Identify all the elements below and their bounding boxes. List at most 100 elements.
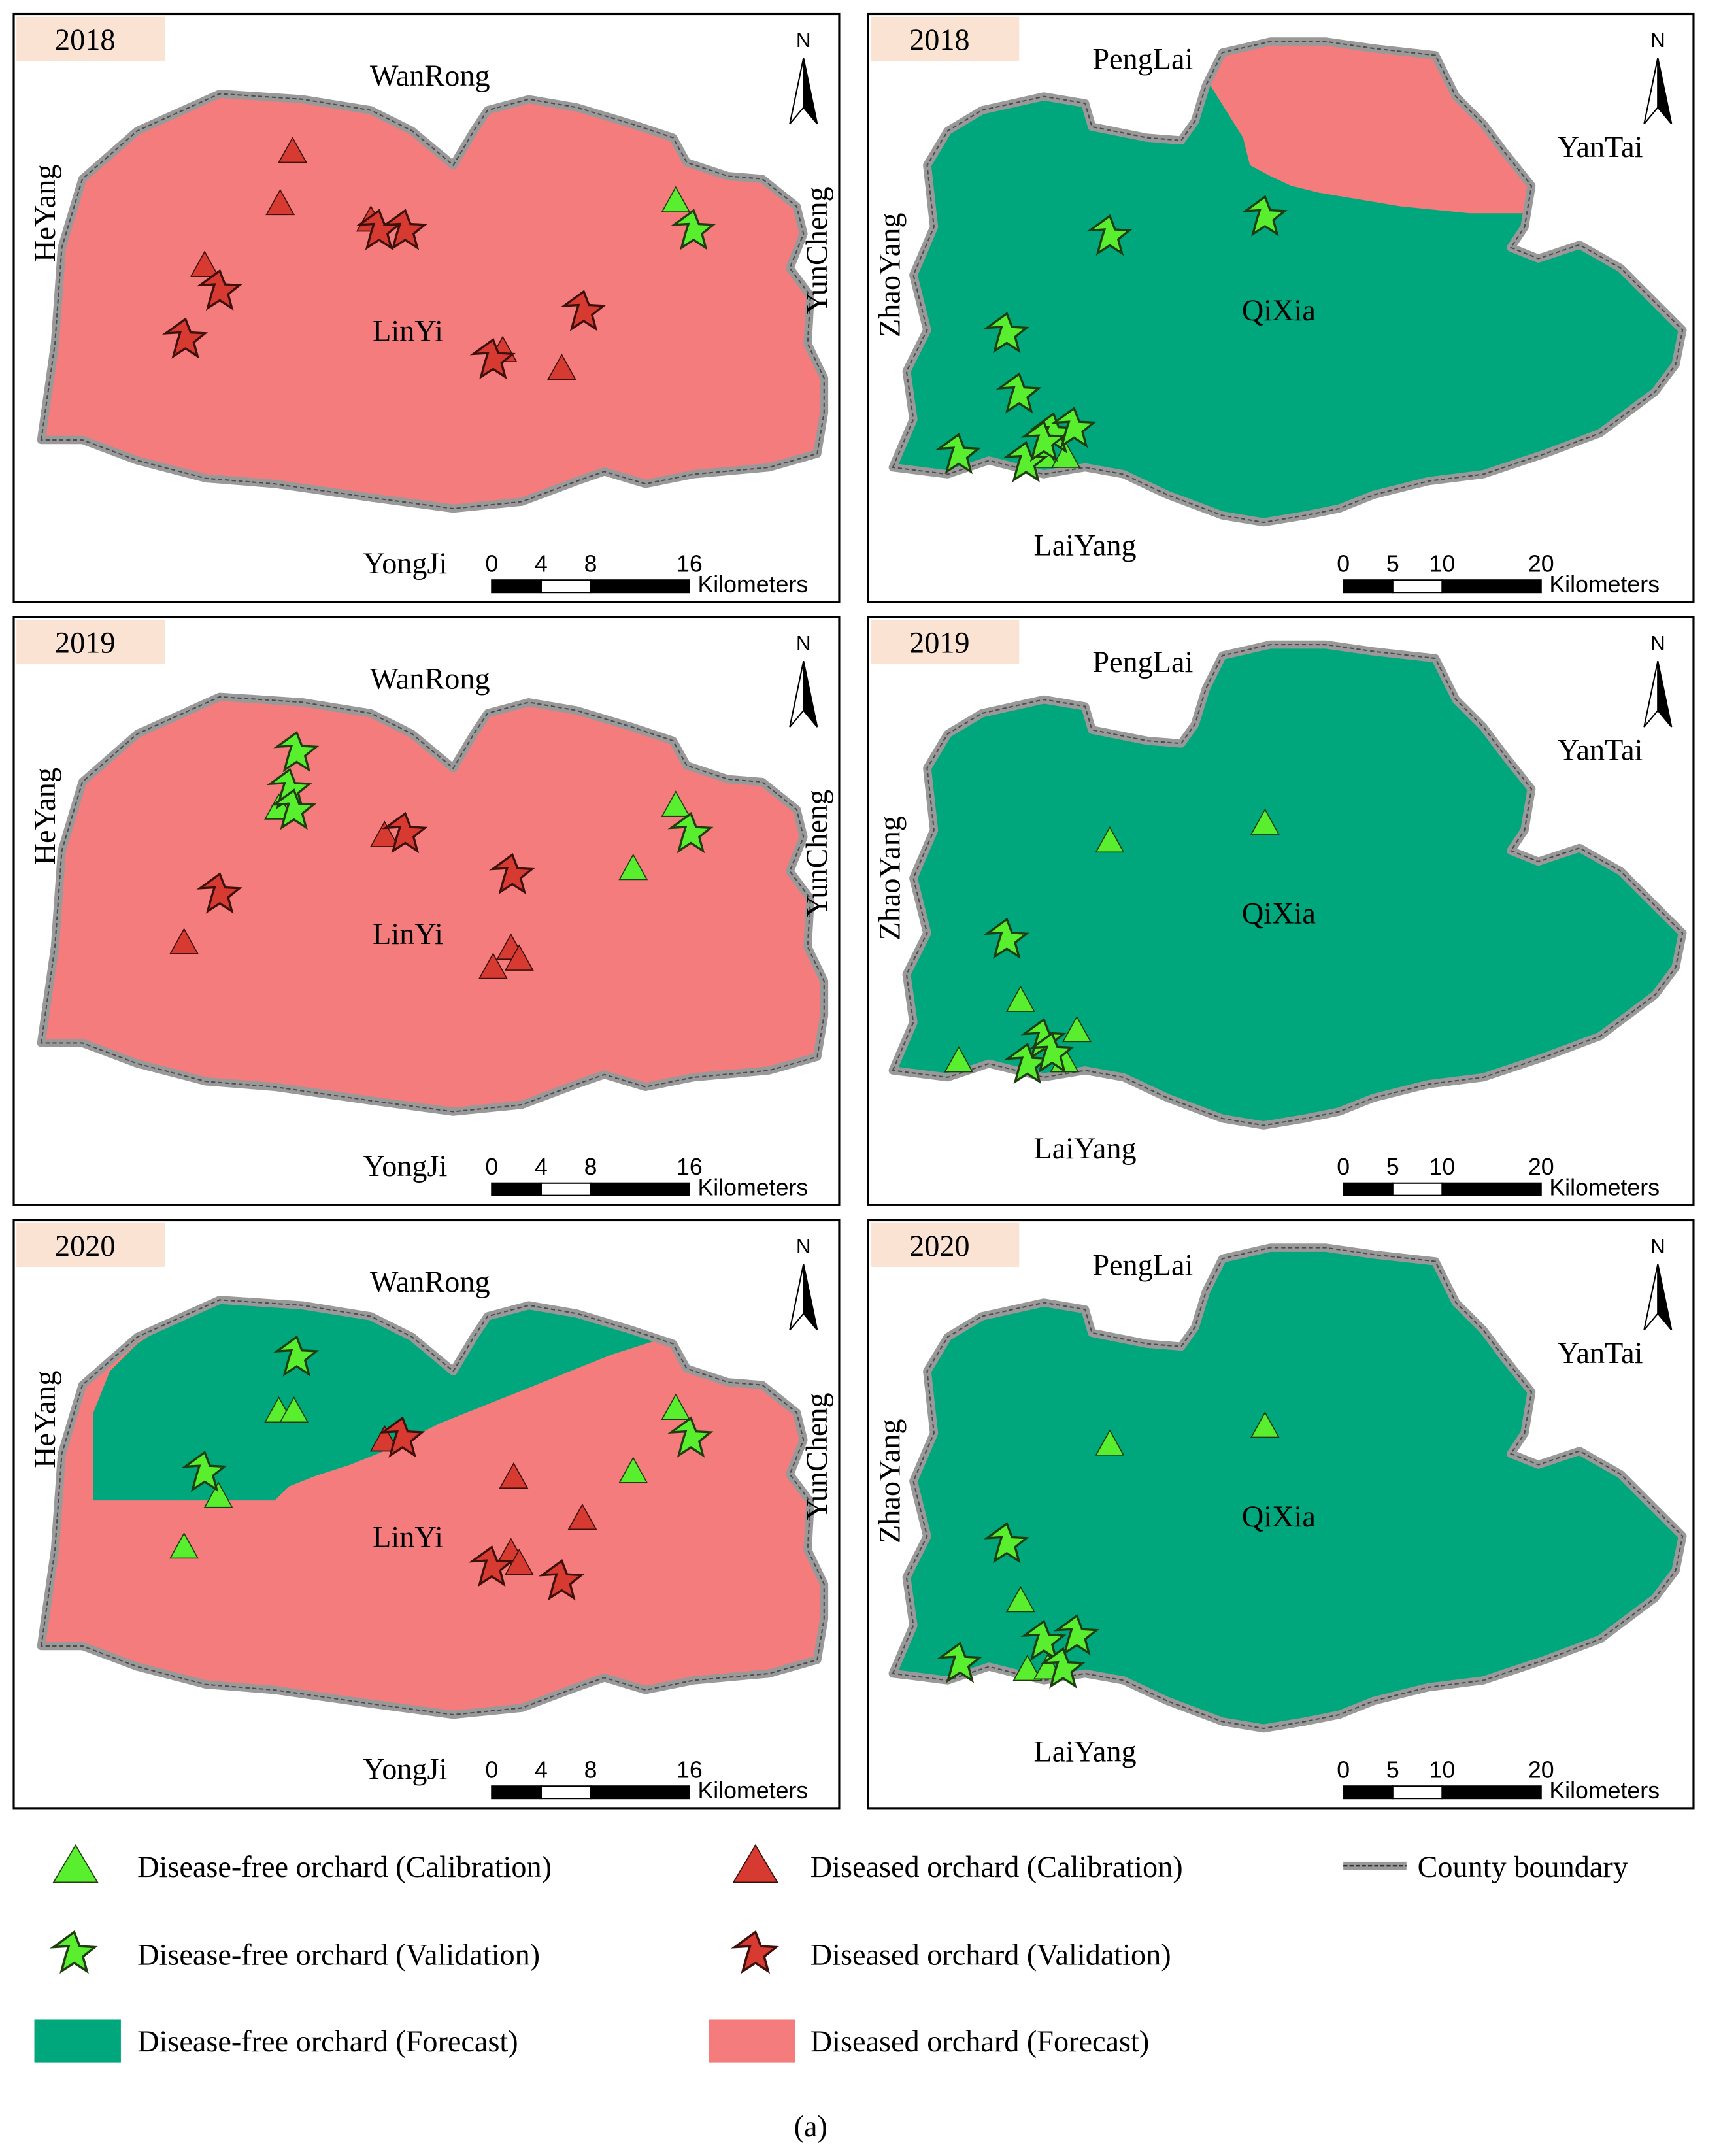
scale-tick-label: 4: [535, 551, 548, 577]
neighbor-label-right: YunCheng: [800, 790, 833, 917]
map-panel-2019-linyi: LinYi WanRong YongJi HeYang YunCheng 2019 N 0 4 8…: [12, 616, 841, 1206]
year-label: 2020: [871, 1222, 1020, 1267]
neighbor-label-left: ZhaoYang: [873, 816, 906, 940]
year-label: 2018: [16, 16, 165, 61]
neighbor-label-top: WanRong: [370, 59, 490, 92]
neighbor-label-bottom: YongJi: [363, 547, 447, 580]
year-label-text: 2018: [55, 23, 115, 56]
scale-tick-label: 10: [1429, 1154, 1456, 1180]
north-label: N: [796, 631, 811, 654]
scale-tick-label: 0: [1337, 1757, 1350, 1783]
north-label: N: [1650, 1234, 1665, 1258]
figure-caption: (a): [794, 2110, 827, 2143]
scale-tick-label: 8: [584, 551, 597, 577]
north-label: N: [796, 1234, 811, 1258]
scale-tick-label: 5: [1386, 1757, 1399, 1783]
neighbor-label-top: WanRong: [370, 662, 490, 695]
scale-tick-label: 0: [1337, 551, 1350, 577]
map-panel-2020-qixia: QiXia PengLai LaiYang ZhaoYang YanTai 2020 N 0 5…: [867, 1219, 1695, 1810]
scale-tick-label: 20: [1528, 551, 1554, 577]
legend-label-d-val: Diseased orchard (Validation): [810, 1938, 1171, 1971]
neighbor-label-top: PengLai: [1092, 42, 1193, 76]
year-label-text: 2020: [909, 1229, 969, 1262]
neighbor-label-right: YunCheng: [800, 1392, 833, 1520]
scale-tick-label: 10: [1429, 551, 1456, 577]
scale-tick-label: 20: [1528, 1757, 1554, 1783]
county-label: QiXia: [1242, 294, 1316, 327]
scale-tick-label: 0: [485, 551, 498, 577]
legend-swatch-d-forecast: [709, 2019, 795, 2063]
legend-label-d-forecast: Diseased orchard (Forecast): [810, 2025, 1149, 2058]
scale-tick-label: 8: [584, 1757, 597, 1783]
year-label-text: 2019: [55, 626, 115, 660]
neighbor-label-left: HeYang: [28, 1370, 61, 1468]
neighbor-label-left: HeYang: [28, 767, 61, 865]
county-label: LinYi: [373, 917, 443, 951]
scale-unit-label: Kilometers: [697, 1175, 808, 1201]
year-label-text: 2018: [909, 23, 969, 56]
year-label-text: 2020: [55, 1229, 115, 1262]
legend-swatch-d-val: [731, 1930, 779, 1974]
scale-tick-label: 4: [535, 1757, 548, 1783]
neighbor-label-right: YanTai: [1558, 130, 1643, 163]
map-panel-2018-qixia: QiXia PengLai LaiYang ZhaoYang YanTai 2018 N 0 5…: [867, 12, 1695, 603]
neighbor-label-right: YanTai: [1558, 733, 1643, 767]
legend-label-df-cal: Disease-free orchard (Calibration): [137, 1850, 552, 1883]
legend-label-d-cal: Diseased orchard (Calibration): [810, 1850, 1183, 1883]
neighbor-label-bottom: LaiYang: [1034, 1132, 1137, 1165]
scale-tick-label: 0: [1337, 1154, 1350, 1180]
neighbor-label-bottom: LaiYang: [1034, 528, 1137, 562]
map-panel-2018-linyi: LinYi WanRong YongJi HeYang YunCheng 2018 N 0 4 8…: [12, 12, 841, 603]
year-label: 2019: [16, 620, 165, 664]
scale-tick-label: 0: [485, 1154, 498, 1180]
scale-tick-label: 4: [535, 1154, 548, 1180]
map-panel-2019-qixia: QiXia PengLai LaiYang ZhaoYang YanTai 2019 N 0 5…: [867, 616, 1695, 1206]
north-label: N: [1650, 28, 1665, 52]
year-label: 2018: [871, 16, 1020, 61]
scale-tick-label: 8: [584, 1154, 597, 1180]
neighbor-label-bottom: YongJi: [363, 1149, 447, 1183]
north-label: N: [796, 28, 811, 52]
legend-label-df-forecast: Disease-free orchard (Forecast): [137, 2025, 518, 2058]
neighbor-label-top: PengLai: [1092, 645, 1193, 679]
scale-unit-label: Kilometers: [1549, 1175, 1660, 1201]
scale-unit-label: Kilometers: [1549, 1777, 1660, 1804]
north-arrow-icon: N: [1643, 631, 1673, 728]
north-arrow-icon: N: [1643, 1234, 1673, 1331]
map-layer: [41, 1278, 824, 1715]
north-label: N: [1650, 631, 1665, 654]
scale-tick-label: 16: [677, 1154, 703, 1180]
county-label: LinYi: [373, 1521, 443, 1554]
scale-tick-label: 16: [677, 1757, 703, 1783]
legend-label-df-val: Disease-free orchard (Validation): [137, 1938, 540, 1971]
north-arrow-icon: N: [789, 1234, 818, 1331]
year-label: 2019: [871, 620, 1020, 664]
north-arrow-icon: N: [789, 28, 818, 125]
neighbor-label-right: YunCheng: [800, 186, 833, 314]
north-arrow-icon: N: [1643, 28, 1673, 125]
neighbor-label-bottom: LaiYang: [1034, 1734, 1137, 1768]
county-label: QiXia: [1242, 1500, 1316, 1533]
neighbor-label-bottom: YongJi: [363, 1753, 447, 1786]
scale-tick-label: 10: [1429, 1757, 1456, 1783]
disease-free-forecast-zone: [69, 1300, 687, 1501]
legend: Disease-free orchard (Calibration) Disea…: [34, 1844, 1628, 2063]
neighbor-label-left: ZhaoYang: [873, 213, 906, 337]
legend-swatch-df-val: [50, 1930, 98, 1974]
map-panel-2020-linyi: LinYi WanRong YongJi HeYang YunCheng 2020 N 0 4 8…: [12, 1219, 841, 1810]
scale-unit-label: Kilometers: [697, 1777, 808, 1804]
legend-swatch-df-forecast: [34, 2019, 121, 2063]
year-label-text: 2019: [909, 626, 969, 660]
county-label: LinYi: [373, 314, 443, 348]
neighbor-label-left: HeYang: [28, 165, 61, 262]
legend-swatch-d-cal: [732, 1844, 778, 1883]
neighbor-label-right: YanTai: [1558, 1336, 1643, 1370]
county-label: QiXia: [1242, 897, 1316, 930]
